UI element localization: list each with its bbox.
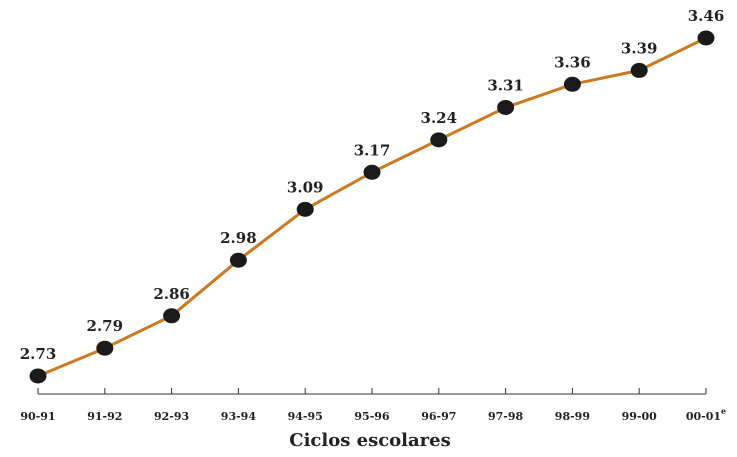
x-tick-labels: 90-91 91-92 92-93 93-94 94-95 95-96 96-97 97-98… xyxy=(20,406,726,423)
x-tick-label: 93-94 xyxy=(221,410,257,423)
x-axis-title: Ciclos escolares xyxy=(289,430,451,451)
data-label: 3.17 xyxy=(354,141,391,159)
data-point xyxy=(163,308,181,324)
x-tick-label: 92-93 xyxy=(154,410,189,423)
x-tick-label: 98-99 xyxy=(555,410,590,423)
x-tick-label: 94-95 xyxy=(288,410,323,423)
x-ticks xyxy=(37,388,707,394)
data-label: 2.79 xyxy=(87,317,124,335)
data-point xyxy=(29,368,47,384)
data-label: 2.73 xyxy=(20,345,57,363)
data-label: 3.09 xyxy=(287,178,324,196)
data-point xyxy=(96,340,114,356)
data-label: 3.46 xyxy=(688,7,725,25)
x-tick-label: 99-00 xyxy=(622,410,658,423)
x-tick-label: 91-92 xyxy=(87,410,122,423)
x-tick-label: 00-01e xyxy=(686,406,726,423)
data-label: 3.36 xyxy=(554,53,591,71)
data-label: 3.39 xyxy=(621,39,658,57)
series-line xyxy=(37,36,707,378)
x-tick-label: 96-97 xyxy=(421,410,456,423)
data-point xyxy=(497,99,515,115)
data-point xyxy=(697,30,715,46)
data-labels: 2.73 2.79 2.86 2.98 3.09 3.17 3.24 3.31 3.36 3.39… xyxy=(20,7,725,363)
x-tick-label: 95-96 xyxy=(354,410,390,423)
x-tick-label: 90-91 xyxy=(20,410,55,423)
data-points xyxy=(29,30,715,384)
x-tick-label: 97-98 xyxy=(488,410,524,423)
data-label: 3.31 xyxy=(487,76,524,94)
data-label: 2.86 xyxy=(153,285,190,303)
data-point xyxy=(430,132,448,148)
data-point xyxy=(630,62,648,78)
data-point xyxy=(229,252,247,268)
data-point xyxy=(296,201,314,217)
data-point xyxy=(363,164,381,180)
data-label: 2.98 xyxy=(220,229,257,247)
data-label: 3.24 xyxy=(421,109,458,127)
data-point xyxy=(563,76,581,92)
